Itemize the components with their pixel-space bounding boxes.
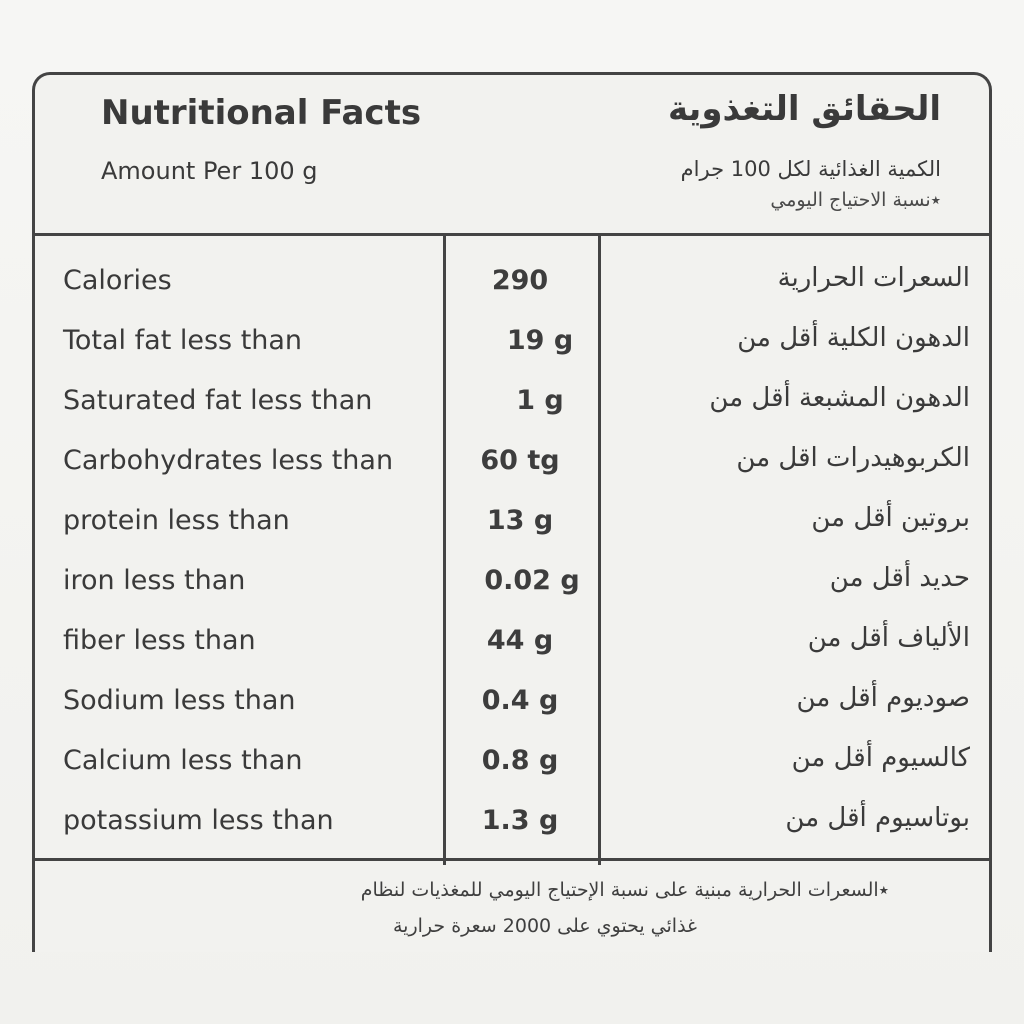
nutrient-value: 1.3 g [481, 805, 559, 836]
nutrient-name-en: iron less than [63, 565, 246, 596]
table-row: Total fat less than 19 g الدهون الكلية أ… [35, 311, 992, 371]
table-row: Calories 290 السعرات الحرارية [35, 251, 992, 311]
column-divider-right [598, 233, 601, 865]
nutrient-name-en: protein less than [63, 505, 290, 536]
table-bottom-divider [35, 858, 992, 861]
nutrient-value: 44 g [486, 625, 554, 656]
table-row: Sodium less than 0.4 g صوديوم أقل من [35, 671, 992, 731]
amount-per-en: Amount Per 100 g [101, 157, 318, 185]
nutrient-name-ar: حديد أقل من [829, 563, 970, 593]
nutrient-name-ar: الكربوهيدرات اقل من [736, 443, 970, 473]
table-row: fiber less than 44 g الألياف أقل من [35, 611, 992, 671]
nutrient-name-ar: كالسيوم أقل من [791, 743, 970, 773]
table-row: iron less than 0.02 g حديد أقل من [35, 551, 992, 611]
nutrient-name-ar: بروتين أقل من [811, 503, 970, 533]
nutrient-name-ar: السعرات الحرارية [777, 263, 970, 293]
nutrient-name-ar: الدهون المشبعة أقل من [709, 383, 970, 413]
nutrition-label: Nutritional Facts Amount Per 100 g الحقا… [32, 72, 992, 952]
column-divider-left [443, 233, 446, 865]
table-row: protein less than 13 g بروتين أقل من [35, 491, 992, 551]
nutrient-name-en: Saturated fat less than [63, 385, 373, 416]
nutrient-name-ar: الألياف أقل من [807, 623, 970, 653]
table-row: Saturated fat less than 1 g الدهون المشب… [35, 371, 992, 431]
table-row: Calcium less than 0.8 g كالسيوم أقل من [35, 731, 992, 791]
nutrient-value: 13 g [486, 505, 554, 536]
nutrient-value: 0.8 g [481, 745, 559, 776]
nutrient-name-en: Calories [63, 265, 172, 296]
footer-note-line2: غذائي يحتوي على 2000 سعرة حرارية [393, 915, 697, 937]
nutrient-name-ar: صوديوم أقل من [796, 683, 970, 713]
header-divider [35, 233, 992, 236]
daily-value-note-ar: ٭نسبة الاحتياج اليومي [770, 189, 941, 211]
nutrient-value: 290 [491, 265, 549, 296]
nutrient-value: 0.4 g [481, 685, 559, 716]
title-ar: الحقائق التغذوية [667, 89, 941, 129]
nutrient-name-en: Sodium less than [63, 685, 296, 716]
nutrient-value: 1 g [516, 385, 564, 416]
footer-note-line1: ٭السعرات الحرارية مبنية على نسبة الإحتيا… [360, 879, 889, 901]
nutrient-name-en: Calcium less than [63, 745, 303, 776]
nutrient-name-en: fiber less than [63, 625, 256, 656]
nutrient-name-ar: بوتاسيوم أقل من [785, 803, 970, 833]
amount-per-ar: الكمية الغذائية لكل 100 جرام [680, 157, 941, 181]
nutrient-value: 19 g [506, 325, 574, 356]
nutrient-name-en: Carbohydrates less than [63, 445, 394, 476]
table-row: potassium less than 1.3 g بوتاسيوم أقل م… [35, 791, 992, 851]
nutrient-value: 0.02 g [484, 565, 580, 596]
nutrient-value: 60 tg [480, 445, 560, 476]
title-en: Nutritional Facts [101, 93, 422, 133]
nutrient-name-en: Total fat less than [63, 325, 303, 356]
nutrient-name-en: potassium less than [63, 805, 334, 836]
table-row: Carbohydrates less than 60 tg الكربوهيدر… [35, 431, 992, 491]
nutrient-name-ar: الدهون الكلية أقل من [737, 323, 970, 353]
